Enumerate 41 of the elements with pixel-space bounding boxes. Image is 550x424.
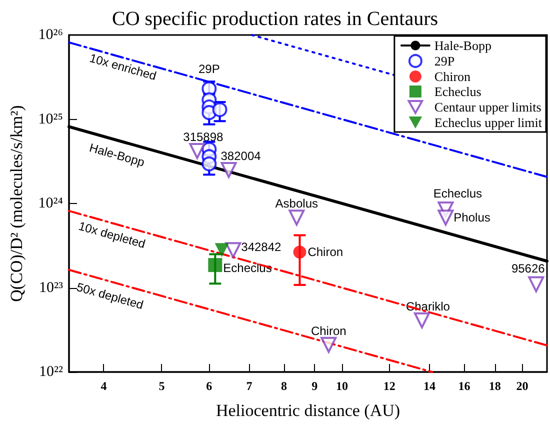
annotation: Chiron <box>308 245 344 260</box>
y-axis-title: Q(CO)/D² (molecules/s/km²) <box>7 105 26 302</box>
annotation: Echeclus <box>223 261 272 276</box>
x-tick-label: 12 <box>383 379 396 393</box>
x-tick-label: 4 <box>100 379 107 393</box>
x-tick-label: 5 <box>158 379 165 393</box>
annotation: 382004 <box>220 148 262 163</box>
annotation: 315898 <box>183 130 224 144</box>
annotation: 29P <box>198 62 220 76</box>
legend-label: Hale-Bopp <box>434 38 492 53</box>
x-tick-label: 10 <box>336 379 348 393</box>
x-axis-title: Heliocentric distance (AU) <box>216 401 400 420</box>
y-tick-label: 10²⁵ <box>38 111 63 128</box>
annotation: 10x depleted <box>77 218 147 252</box>
x-tick-label: 20 <box>516 379 528 393</box>
x-tick-label: 7 <box>246 379 252 393</box>
legend-label: 29P <box>434 54 455 68</box>
legend-label: Chiron <box>434 69 472 84</box>
annotation: 95626 <box>511 261 546 276</box>
legend-label: Centaur upper limits <box>434 100 542 114</box>
legend-label: Echeclus upper limit <box>434 115 542 130</box>
annotation: Pholus <box>454 210 490 225</box>
annotation: Asbolus <box>275 196 318 211</box>
y-tick-label: 10²⁴ <box>38 196 63 212</box>
annotation: 342842 <box>241 240 282 254</box>
x-tick-label: 18 <box>488 379 501 393</box>
y-tick-label: 10²² <box>39 364 64 380</box>
annotation: Echeclus <box>433 186 482 200</box>
x-tick-label: 8 <box>280 379 287 393</box>
annotation: 50x depleted <box>75 280 145 312</box>
annotation: Chariklo <box>406 299 450 314</box>
y-tick-label: 10²⁶ <box>38 27 63 43</box>
x-tick-label: 14 <box>423 379 436 393</box>
x-tick-label: 6 <box>206 379 212 393</box>
chart-title: CO specific production rates in Centaurs <box>112 8 438 30</box>
y-tick-label: 10²³ <box>39 280 64 296</box>
legend-label: Echeclus <box>434 84 482 99</box>
annotation: 10x enriched <box>88 50 158 84</box>
x-tick-label: 9 <box>312 379 318 393</box>
annotation: Chiron <box>310 324 346 338</box>
x-tick-label: 16 <box>458 379 470 393</box>
